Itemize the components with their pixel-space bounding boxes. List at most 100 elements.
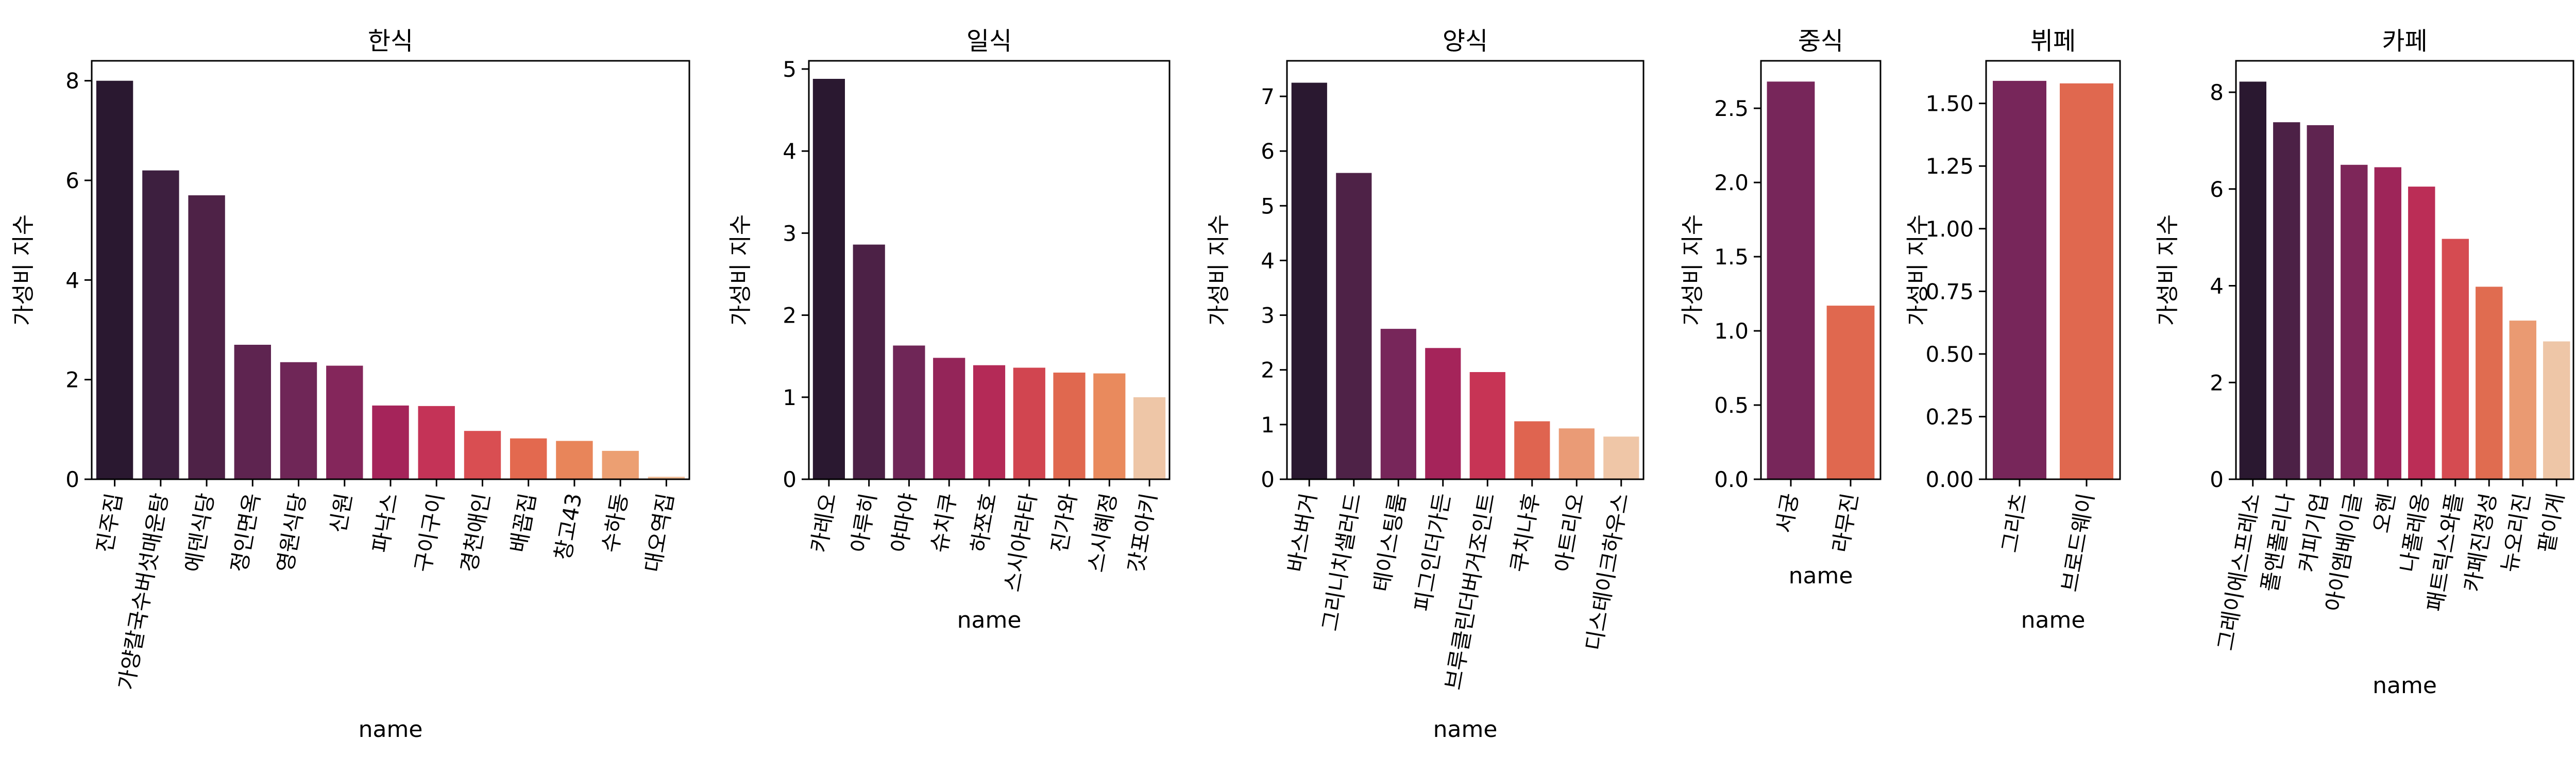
chart-panel-4: 0.00 0.25 0.50 0.75 1.00 1.25 1.50 그리츠 브로드웨이 뷔페가성… xyxy=(1905,27,2121,633)
chart-title: 양식 xyxy=(1443,27,1488,56)
y-tick-label: 0 xyxy=(2210,467,2224,492)
x-tick-label: 뉴오리진 xyxy=(2497,491,2535,574)
bar-2-2 xyxy=(1380,329,1416,479)
y-tick-label: 4 xyxy=(783,139,796,164)
bar-2-7 xyxy=(1603,436,1639,479)
x-axis-label: name xyxy=(1789,563,1853,589)
bar-0-0 xyxy=(96,80,133,479)
y-tick-label: 0.50 xyxy=(1925,342,1974,367)
x-tick-label: 아루히 xyxy=(846,491,881,554)
x-tick-label: 테이스팅룸 xyxy=(1368,491,1411,594)
x-tick-label: 피그인더가든 xyxy=(1410,491,1455,613)
y-tick-label: 3 xyxy=(783,221,796,246)
bar-1-6 xyxy=(1053,373,1086,479)
y-tick-label: 5 xyxy=(1261,193,1275,219)
y-tick-label: 2.5 xyxy=(1714,96,1749,121)
bar-5-1 xyxy=(2273,122,2300,479)
y-tick-label: 0.25 xyxy=(1925,404,1974,429)
plot-frame xyxy=(2235,60,2574,480)
bar-0-10 xyxy=(556,441,593,479)
x-tick-label: 대오역집 xyxy=(640,491,679,574)
y-axis-label: 가성비 지수 xyxy=(10,214,37,326)
y-tick-label: 4 xyxy=(2210,274,2224,299)
x-tick-label: 라무진 xyxy=(1827,491,1862,554)
y-tick-label: 2.0 xyxy=(1714,170,1749,195)
x-tick-label: 창고43 xyxy=(550,491,587,562)
y-tick-label: 8 xyxy=(65,69,79,94)
bar-5-9 xyxy=(2543,341,2570,479)
x-tick-label: 디스테이크하우스 xyxy=(1581,491,1634,652)
bar-2-6 xyxy=(1558,428,1595,479)
bar-0-4 xyxy=(280,362,317,479)
y-axis-label: 가성비 지수 xyxy=(1206,214,1232,326)
y-tick-label: 4 xyxy=(1261,248,1275,273)
bar-1-3 xyxy=(933,358,965,479)
y-axis-label: 가성비 지수 xyxy=(1680,214,1706,326)
y-tick-label: 8 xyxy=(2210,80,2224,105)
bar-0-9 xyxy=(510,438,547,479)
y-tick-label: 1.25 xyxy=(1925,154,1974,179)
bar-0-11 xyxy=(602,450,639,479)
bar-0-1 xyxy=(142,170,179,479)
x-tick-label: 슈치쿠 xyxy=(926,491,961,554)
x-tick-label: 신원 xyxy=(325,491,357,535)
y-tick-label: 2 xyxy=(1261,358,1275,383)
x-tick-label: 정인면옥 xyxy=(226,491,265,574)
x-axis-label: name xyxy=(2372,673,2437,699)
y-tick-label: 0.75 xyxy=(1925,279,1974,304)
x-tick-label: 바스버거 xyxy=(1283,491,1321,574)
x-tick-label: 팥이게 xyxy=(2534,491,2569,554)
bar-1-5 xyxy=(1013,367,1045,479)
x-tick-label: 구이구이 xyxy=(410,491,449,574)
bar-2-3 xyxy=(1425,348,1461,479)
x-tick-label: 진가와 xyxy=(1046,491,1081,554)
y-axis-label: 가성비 지수 xyxy=(727,214,754,326)
x-tick-label: 쿠치나후 xyxy=(1506,491,1545,574)
bar-2-1 xyxy=(1336,173,1372,480)
x-tick-label: 스시아라타 xyxy=(999,491,1042,594)
y-tick-label: 3 xyxy=(1261,303,1275,328)
y-tick-label: 2 xyxy=(2210,370,2224,395)
bar-5-6 xyxy=(2442,239,2469,479)
x-axis-label: name xyxy=(957,607,1022,633)
bar-1-0 xyxy=(812,79,845,479)
bar-0-2 xyxy=(188,195,225,479)
y-tick-label: 0.5 xyxy=(1714,393,1749,418)
x-tick-label: 나폴레옹 xyxy=(2395,491,2434,574)
y-tick-label: 4 xyxy=(65,267,79,293)
x-tick-label: 아트리오 xyxy=(1550,491,1589,574)
bar-4-0 xyxy=(1993,80,2046,479)
bar-2-5 xyxy=(1514,421,1550,479)
y-tick-label: 2 xyxy=(65,367,79,393)
bar-3-0 xyxy=(1767,81,1815,480)
x-tick-label: 파낙스 xyxy=(367,491,402,554)
y-tick-label: 0.00 xyxy=(1925,467,1974,492)
x-tick-label: 에덴식당 xyxy=(180,491,219,574)
x-tick-label: 오헨 xyxy=(2368,491,2400,535)
x-tick-label: 카레오 xyxy=(806,491,841,554)
bar-0-7 xyxy=(418,406,455,479)
y-tick-label: 1 xyxy=(783,385,796,410)
bar-2-4 xyxy=(1469,372,1505,479)
bar-3-1 xyxy=(1826,306,1875,479)
y-tick-label: 0 xyxy=(1261,467,1275,492)
bar-1-2 xyxy=(893,345,925,479)
x-tick-label: 진주집 xyxy=(92,491,127,554)
y-tick-label: 6 xyxy=(2210,177,2224,202)
plot-frame xyxy=(1760,60,1882,480)
x-tick-label: 브로드웨이 xyxy=(2057,491,2099,594)
bar-1-7 xyxy=(1093,373,1126,479)
bar-5-0 xyxy=(2239,81,2266,479)
x-tick-label: 커피기업 xyxy=(2294,491,2333,574)
x-tick-label: 그레이에스프레소 xyxy=(2213,491,2265,652)
bar-1-1 xyxy=(853,244,885,479)
chart-title: 일식 xyxy=(967,27,1012,56)
x-tick-label: 수하동 xyxy=(598,491,633,554)
y-tick-label: 1.00 xyxy=(1925,216,1974,242)
bar-0-8 xyxy=(464,431,501,479)
